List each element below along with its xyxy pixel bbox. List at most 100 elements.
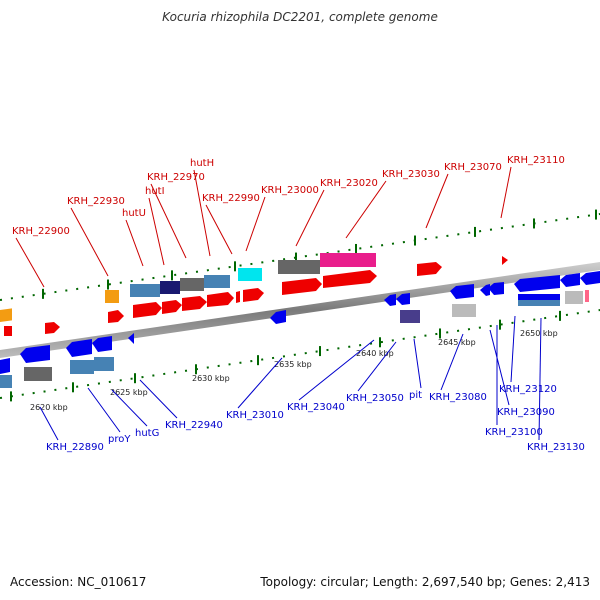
gene-arrow-red [243, 288, 264, 302]
gene-label-hutG[interactable]: hutG [111, 389, 159, 439]
gene-box-steelblue [130, 284, 160, 297]
gene-label-hutU[interactable]: hutU [122, 208, 146, 267]
gene-label-hutH[interactable]: hutH [190, 158, 214, 257]
scale-label-kbp-2645: 2645 kbp [438, 338, 476, 347]
reverse-genes-outer-row [0, 290, 589, 388]
svg-text:KRH_23080: KRH_23080 [429, 392, 487, 403]
svg-text:KRH_22990: KRH_22990 [202, 193, 260, 204]
scale-labels: 2620 kbp 2625 kbp 2630 kbp 2635 kbp 2640 kbp… [30, 329, 558, 412]
gene-arrow-red [162, 300, 182, 314]
gene-label-KRH_23070[interactable]: KRH_23070 [425, 162, 502, 229]
scale-label-kbp-2635: 2635 kbp [274, 360, 312, 369]
gene-box-orange [105, 290, 119, 303]
scale-label-kbp-2625: 2625 kbp [110, 388, 148, 397]
gene-box-grey [24, 367, 52, 381]
gene-label-pit[interactable]: pit [409, 338, 422, 401]
reverse-genes-inner-row [0, 271, 600, 374]
svg-text:KRH_22930: KRH_22930 [67, 196, 125, 207]
svg-text:KRH_23020: KRH_23020 [320, 178, 378, 189]
gene-arrow-blue [450, 284, 474, 299]
forward-gene-labels: KRH_22900 KRH_22930hutUhutI KRH_22970 hutH K… [12, 155, 565, 288]
gene-arrow-red [45, 322, 60, 334]
svg-text:KRH_23070: KRH_23070 [444, 162, 502, 173]
gene-arrow-blue [66, 339, 92, 357]
gene-arrow-blue [488, 282, 504, 295]
svg-text:pit: pit [409, 390, 422, 401]
gene-arrow-blue [384, 294, 396, 306]
gene-arrow-blue [92, 336, 112, 352]
svg-text:KRH_23090: KRH_23090 [497, 407, 555, 418]
svg-text:proY: proY [108, 434, 131, 445]
svg-text:hutU: hutU [122, 208, 146, 219]
gene-box-grey [180, 278, 204, 291]
svg-text:KRH_23040: KRH_23040 [287, 402, 345, 413]
gene-box-steelblue [0, 375, 12, 388]
gene-box-steelblue [94, 357, 114, 371]
gene-label-KRH_23010[interactable]: KRH_23010 [226, 357, 284, 421]
gene-label-KRH_22900[interactable]: KRH_22900 [12, 226, 70, 288]
gene-label-proY[interactable]: proY [87, 387, 131, 445]
gene-label-KRH_22930[interactable]: KRH_22930 [67, 196, 125, 277]
svg-text:KRH_22890: KRH_22890 [46, 442, 104, 453]
gene-label-KRH_22990[interactable]: KRH_22990 [202, 193, 260, 255]
forward-genes-inner-row [4, 256, 508, 336]
genome-summary-label: Topology: circular; Length: 2,697,540 bp… [260, 575, 590, 589]
gene-label-KRH_23090[interactable]: KRH_23090 [489, 329, 555, 418]
gene-arrow-blue [480, 284, 490, 296]
gene-box-steelblue [518, 300, 560, 306]
gene-label-KRH_22940[interactable]: KRH_22940 [139, 379, 223, 431]
gene-label-KRH_23040[interactable]: KRH_23040 [287, 339, 375, 413]
gene-box-grey [278, 260, 320, 274]
reverse-gene-labels: KRH_22890proYhutGKRH_22940KRH_23010KRH_2… [39, 315, 585, 453]
gene-arrow-blue [20, 345, 50, 363]
gene-label-KRH_23100[interactable]: KRH_23100 [485, 325, 543, 438]
gene-box-lightgrey [565, 291, 583, 304]
forward-genes-outer-row [0, 253, 376, 322]
gene-label-KRH_23030[interactable]: KRH_23030 [345, 169, 440, 239]
gene-arrow-red [236, 291, 240, 303]
gene-arrow-red [323, 270, 377, 288]
gene-label-KRH_23080[interactable]: KRH_23080 [429, 333, 487, 403]
svg-text:KRH_22970: KRH_22970 [147, 172, 205, 183]
gene-arrow-red [108, 310, 124, 323]
gene-arrow-red [502, 256, 508, 265]
gene-box-steelblue [70, 360, 94, 374]
svg-text:KRH_22940: KRH_22940 [165, 420, 223, 431]
gene-label-KRH_23130[interactable]: KRH_23130 [527, 317, 585, 453]
svg-text:KRH_23050: KRH_23050 [346, 393, 404, 404]
svg-text:KRH_23110: KRH_23110 [507, 155, 565, 166]
gene-box-pink [585, 290, 589, 302]
gene-arrow-blue [128, 333, 134, 344]
gene-arrow-red [133, 302, 162, 318]
gene-box-magenta [320, 253, 376, 267]
genome-backbone [0, 262, 600, 358]
gene-arrow-red [207, 292, 234, 307]
scale-label-kbp-2630: 2630 kbp [192, 374, 230, 383]
gene-label-KRH_23000[interactable]: KRH_23000 [245, 185, 319, 252]
gene-box-slateblue [400, 310, 420, 323]
svg-text:KRH_23130: KRH_23130 [527, 442, 585, 453]
gene-label-KRH_23050[interactable]: KRH_23050 [346, 341, 404, 404]
gene-label-KRH_23120[interactable]: KRH_23120 [499, 315, 557, 395]
map-title: Kocuria rhizophila DC2201, complete geno… [162, 10, 438, 24]
gene-arrow-blue [0, 358, 10, 374]
gene-label-KRH_22890[interactable]: KRH_22890 [39, 406, 104, 453]
gene-box-cyan [238, 268, 262, 281]
svg-text:KRH_23100: KRH_23100 [485, 427, 543, 438]
svg-text:hutH: hutH [190, 158, 214, 169]
svg-text:KRH_23120: KRH_23120 [499, 384, 557, 395]
gene-label-KRH_23110[interactable]: KRH_23110 [500, 155, 565, 219]
scale-label-kbp-2640: 2640 kbp [356, 349, 394, 358]
gene-box-navy [160, 281, 180, 294]
gene-arrow-red [182, 296, 207, 311]
gene-arrow-red [282, 278, 322, 295]
gene-label-KRH_23020[interactable]: KRH_23020 [295, 178, 378, 247]
svg-text:KRH_23000: KRH_23000 [261, 185, 319, 196]
svg-text:KRH_23030: KRH_23030 [382, 169, 440, 180]
gene-label-KRH_22970[interactable]: KRH_22970 [147, 172, 205, 259]
gene-arrow-blue [514, 275, 560, 292]
gene-label-hutI[interactable]: hutI [145, 186, 165, 266]
svg-text:KRH_22900: KRH_22900 [12, 226, 70, 237]
gene-arrow-red [4, 326, 12, 336]
